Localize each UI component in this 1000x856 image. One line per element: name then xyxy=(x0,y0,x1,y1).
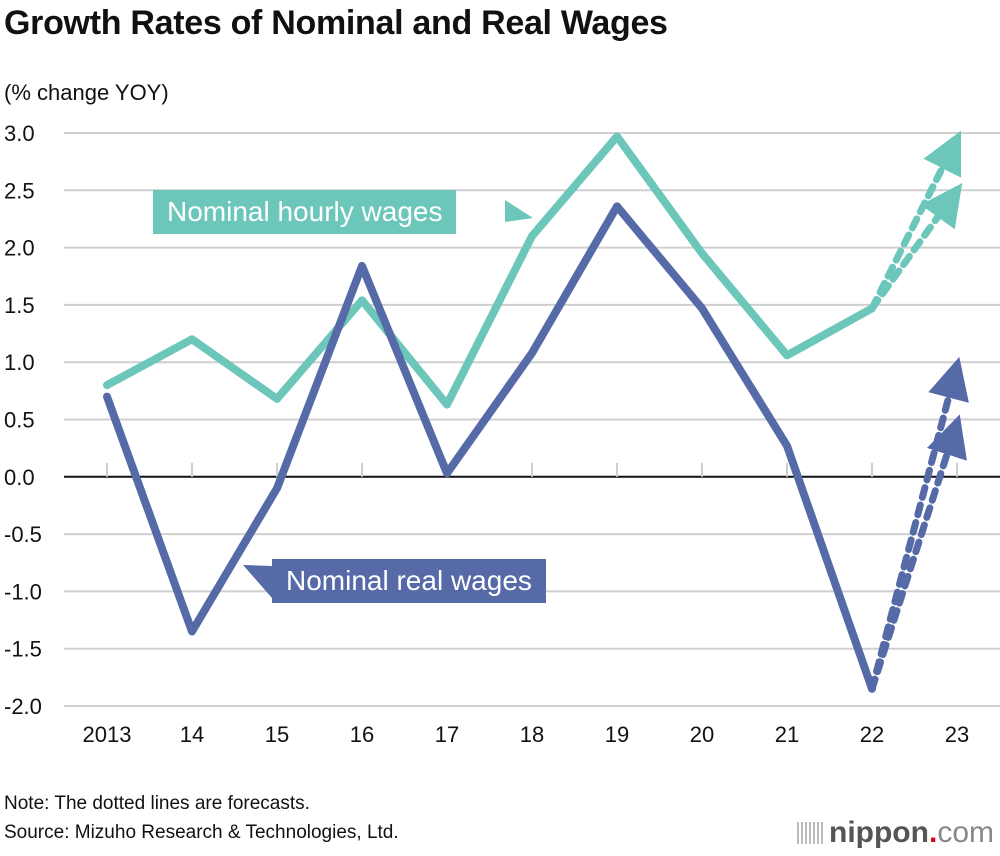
chart-source: Source: Mizuho Research & Technologies, … xyxy=(4,822,399,843)
chart-note: Note: The dotted lines are forecasts. xyxy=(4,793,310,814)
y-tick-label: -0.5 xyxy=(4,522,42,547)
logo-dot: . xyxy=(928,816,938,849)
x-tick-label: 23 xyxy=(945,722,969,747)
forecast-arrow-nominal-hourly-wages xyxy=(868,182,963,312)
y-tick-label: -1.0 xyxy=(4,579,42,604)
series-label-nominal-hourly-wages: Nominal hourly wages xyxy=(153,190,457,234)
series-line-nominal-real-wages xyxy=(103,202,876,693)
nippon-logo: nippon. com xyxy=(797,816,994,850)
x-tick-label: 15 xyxy=(265,722,289,747)
logo-bars-icon xyxy=(797,822,823,844)
y-tick-label: -2.0 xyxy=(4,694,42,719)
y-tick-label: -1.5 xyxy=(4,637,42,662)
x-tick-label: 22 xyxy=(860,722,884,747)
y-tick-label: 2.0 xyxy=(4,236,35,261)
label-pointer-hourly xyxy=(505,200,533,222)
line-chart: 3.0 2.5 2.0 1.5 1.0 0.5 0.0 -0.5 -1.0 -1.5 -2.0 20… xyxy=(4,121,1000,747)
x-tick-label: 17 xyxy=(435,722,459,747)
y-tick-label: 3.0 xyxy=(4,121,35,146)
x-tick-label: 19 xyxy=(605,722,629,747)
x-tick-label: 20 xyxy=(690,722,714,747)
y-tick-label: 2.5 xyxy=(4,178,35,203)
series-line-nominal-hourly-wages xyxy=(103,132,876,409)
forecast-arrow-nominal-hourly-wages xyxy=(868,130,962,312)
y-tick-label: 1.5 xyxy=(4,293,35,318)
logo-tld: com xyxy=(937,816,994,849)
x-tick-label: 18 xyxy=(520,722,544,747)
y-tick-label: 0.5 xyxy=(4,408,35,433)
forecast-arrow-nominal-real-wages xyxy=(868,414,967,693)
x-tick-label: 21 xyxy=(775,722,799,747)
x-tick-label: 2013 xyxy=(83,722,132,747)
y-axis-unit-label: (% change YOY) xyxy=(4,80,169,105)
x-tick-label: 14 xyxy=(180,722,204,747)
y-tick-label: 0.0 xyxy=(4,465,35,490)
logo-brand: nippon xyxy=(829,816,929,849)
x-tick-label: 16 xyxy=(350,722,374,747)
series-label-nominal-real-wages: Nominal real wages xyxy=(272,559,546,603)
label-pointer-real xyxy=(243,565,272,598)
y-tick-label: 1.0 xyxy=(4,350,35,375)
chart-title: Growth Rates of Nominal and Real Wages xyxy=(4,4,668,42)
